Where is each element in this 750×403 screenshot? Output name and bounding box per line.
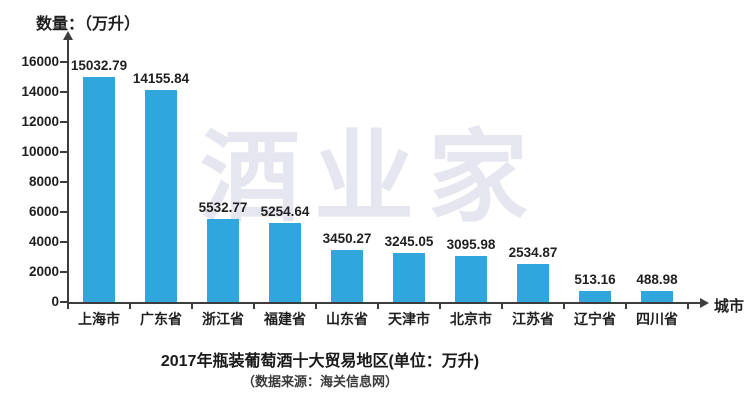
x-tick-mark [315,303,317,309]
y-tick-label: 8000 [28,174,59,189]
y-tick-label: 6000 [28,204,59,219]
y-tick-label: 16000 [21,54,59,69]
bar-value-label: 15032.79 [70,57,128,73]
y-axis-line [67,40,69,303]
x-category-label: 北京市 [450,311,492,327]
y-tick-mark [60,91,67,93]
y-tick-label: 10000 [21,144,59,159]
bar-上海市 [83,76,115,302]
x-category-label: 四川省 [636,311,678,327]
bar-value-label: 488.98 [636,272,678,287]
bar-广东省 [145,89,177,302]
x-tick-mark [501,303,503,309]
bar-value-label: 3095.98 [446,236,496,252]
x-tick-mark [67,303,69,309]
bar-江苏省 [517,263,549,302]
y-tick-label: 2000 [28,264,59,279]
y-tick-label: 12000 [21,114,59,129]
y-tick-mark [60,271,67,273]
bar-value-label: 513.16 [574,272,616,287]
x-axis-title: 城市 [714,298,745,315]
x-category-label: 天津市 [388,311,430,327]
y-tick-mark [60,241,67,243]
x-category-label: 浙江省 [202,311,244,327]
bar-北京市 [455,255,487,302]
chart-subtitle: （数据来源：海关信息网） [241,374,398,389]
x-category-label: 广东省 [140,311,182,327]
x-category-label: 上海市 [78,311,120,327]
bar-天津市 [393,253,425,302]
chart-title: 2017年瓶装葡萄酒十大贸易地区(单位：万升) [160,353,480,370]
y-tick-mark [60,121,67,123]
bar-福建省 [269,223,301,302]
y-tick-label: 4000 [28,234,59,249]
bar-value-label: 14155.84 [132,70,190,86]
bar-辽宁省 [579,291,611,302]
y-axis-arrow-icon [63,31,73,40]
x-tick-mark [191,303,193,309]
y-tick-mark [60,301,67,303]
x-tick-mark [439,303,441,309]
x-tick-mark [253,303,255,309]
bar-value-label: 3450.27 [322,231,372,247]
bar-四川省 [641,291,673,302]
x-tick-mark [687,303,689,309]
x-axis-line [67,302,702,304]
x-tick-mark [129,303,131,309]
bar-value-label: 5532.77 [198,200,248,215]
y-tick-mark [60,61,67,63]
y-tick-label: 14000 [21,84,59,99]
x-category-label: 辽宁省 [574,311,616,327]
y-tick-label: 0 [51,294,59,309]
y-axis-title: 数量：（万升） [36,16,141,33]
y-tick-mark [60,181,67,183]
bar-value-label: 2534.87 [508,244,558,260]
y-tick-mark [60,211,67,213]
x-category-label: 江苏省 [512,311,554,327]
bar-山东省 [331,250,363,302]
x-tick-mark [625,303,627,309]
x-category-label: 山东省 [326,311,368,327]
x-category-label: 福建省 [264,311,306,327]
x-tick-mark [563,303,565,309]
bar-浙江省 [207,219,239,302]
bar-value-label: 5254.64 [260,204,310,220]
y-tick-mark [60,151,67,153]
x-tick-mark [377,303,379,309]
bar-value-label: 3245.05 [384,234,434,250]
x-axis-arrow-icon [700,298,709,308]
watermark-text: 酒业家 [200,122,542,234]
